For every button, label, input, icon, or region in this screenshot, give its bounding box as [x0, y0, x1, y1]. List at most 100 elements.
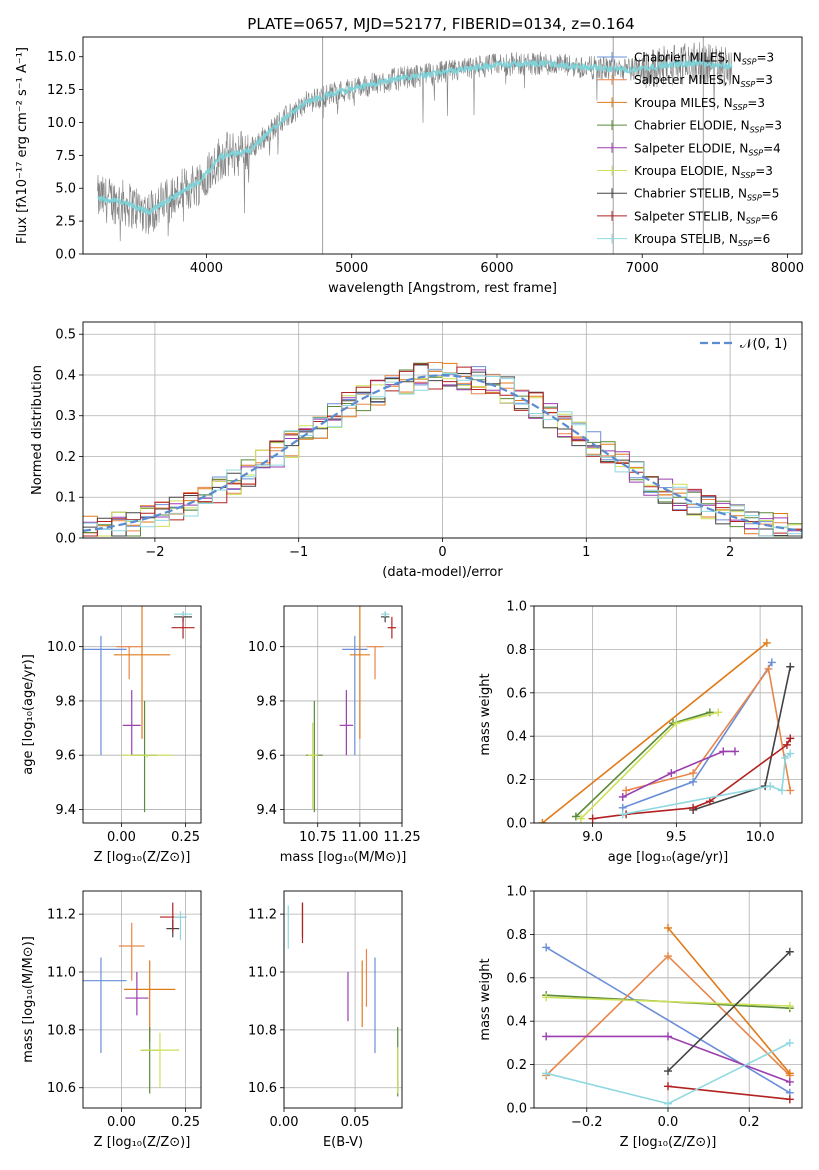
y-tick-label: 0.5 [55, 328, 76, 343]
mass-weight-point [767, 658, 776, 667]
mass-weight-point [785, 1069, 794, 1078]
y-tick-label: 0.4 [506, 1015, 527, 1030]
y-tick-label: 1.0 [506, 600, 527, 615]
legend-entry: Chabrier STELIB, NSSP=5 [634, 187, 779, 203]
mass-weight-point [664, 923, 672, 932]
x-tick-label: −2 [145, 545, 164, 560]
legend-entry: Kroupa STELIB, NSSP=6 [634, 232, 770, 248]
axes-frame [82, 605, 202, 824]
legend-model-name: Chabrier MILES, N [634, 51, 742, 65]
legend-model-name: Kroupa ELODIE, N [634, 164, 741, 178]
y-axis-label: mass weight [478, 673, 493, 755]
legend-subscript: SSP [738, 239, 753, 248]
legend-subscript: SSP [748, 148, 763, 157]
legend-model-name: Chabrier ELODIE, N [634, 119, 750, 133]
y-tick-label: 0.2 [55, 450, 76, 465]
y-tick-label: 0.4 [55, 368, 76, 383]
x-tick-label: 0.2 [739, 1115, 760, 1130]
axes-frame [283, 605, 403, 824]
plot-area [97, 37, 733, 254]
mass-weight-point [571, 812, 580, 821]
y-tick-label: 10.8 [248, 1023, 277, 1038]
y-tick-label: 11.0 [248, 966, 277, 981]
mass-weight-point [785, 947, 794, 956]
y-tick-label: 9.4 [256, 803, 277, 818]
y-axis-label: mass weight [478, 958, 493, 1040]
mass-weight-point [766, 782, 775, 791]
y-tick-label: 0.0 [506, 817, 527, 832]
legend-model-name: Chabrier STELIB, N [634, 187, 747, 201]
axes-frame [82, 36, 803, 255]
y-axis-label: mass [log₁₀(M/M⊙)] [21, 936, 36, 1063]
legend-nssp: =3 [747, 96, 765, 110]
mass-weight-point [786, 662, 795, 671]
x-tick-label: 0.00 [107, 830, 136, 845]
mass-weight-point [764, 664, 773, 673]
y-tick-label: 9.6 [256, 749, 277, 764]
gaussian-curve [83, 374, 802, 532]
mass-weight-point [667, 769, 676, 778]
legend-nssp: =3 [755, 164, 773, 178]
legend-entry: Kroupa ELODIE, NSSP=3 [634, 164, 773, 180]
mass-weight-series-line [667, 927, 791, 1074]
x-axis-label: Z [log₁₀(Z/Z⊙)] [94, 850, 191, 865]
figure-title: PLATE=0657, MJD=52177, FIBERID=0134, z=0… [247, 15, 634, 33]
histogram-step [83, 363, 802, 537]
y-tick-label: 0.0 [55, 248, 76, 263]
mass-weight-series-line [667, 951, 791, 1072]
mass-weight-point [782, 740, 791, 749]
mass-weight-point [542, 993, 551, 1002]
legend-nssp: =4 [763, 141, 781, 155]
y-tick-label: 0.8 [506, 643, 527, 658]
x-tick-label: 11.25 [383, 830, 420, 845]
x-axis-label: Z [log₁₀(Z/Z⊙)] [94, 1135, 191, 1150]
mass-weight-point [664, 1067, 672, 1076]
x-tick-label: 4000 [190, 261, 223, 276]
x-axis-label: wavelength [Angstrom, rest frame] [328, 281, 557, 296]
mass-weight-point [664, 1099, 672, 1108]
mass-weight-point [785, 1002, 794, 1011]
y-tick-label: 0.0 [506, 1102, 527, 1117]
y-tick-label: 7.5 [55, 149, 76, 164]
legend-subscript: SSP [733, 103, 748, 112]
panel-mass-vs-Z: 0.00 0.25 10.6 10.8 11.0 11.2 Z [log₁₀(Z/Z⊙)] m… [21, 890, 202, 1150]
panel-age-vs-Z: 0.00 0.25 9.4 9.6 9.8 10.0 Z [log₁₀(Z/Z⊙)] age … [21, 605, 202, 865]
x-tick-label: 9.0 [582, 830, 603, 845]
legend-nssp: =5 [762, 187, 780, 201]
mass-weight-point [664, 1082, 672, 1091]
histogram-step [83, 368, 802, 537]
mass-weight-point [785, 1095, 794, 1104]
legend-entry: Chabrier ELODIE, NSSP=3 [634, 119, 782, 135]
mass-weight-series-line [622, 750, 735, 798]
y-tick-label: 11.2 [248, 908, 277, 923]
x-tick-label: 0.05 [341, 1115, 370, 1130]
mass-weight-series-line [625, 666, 792, 792]
mass-weight-point [719, 747, 728, 756]
axes-frame [533, 605, 803, 824]
mass-weight-point [705, 797, 714, 806]
mass-weight-point [731, 747, 739, 756]
y-tick-label: 11.2 [47, 908, 76, 923]
y-tick-label: 10.0 [47, 640, 76, 655]
mass-weight-point [542, 943, 551, 952]
plot-area [287, 902, 399, 1097]
y-tick-label: 9.6 [55, 749, 76, 764]
panel-mass-vs-ebv: 0.00 0.05 10.6 10.8 11.0 11.2 E(B-V) [248, 890, 403, 1150]
y-tick-label: 15.0 [47, 50, 76, 65]
legend-nssp: =3 [764, 119, 782, 133]
x-tick-label: 11.00 [341, 830, 378, 845]
y-tick-label: 10.8 [47, 1023, 76, 1038]
legend-model-name: Salpeter MILES, N [634, 73, 741, 87]
y-tick-label: 5.0 [55, 182, 76, 197]
legend-entry: Salpeter MILES, NSSP=3 [634, 73, 773, 89]
legend-entry: Salpeter STELIB, NSSP=6 [634, 209, 778, 225]
y-tick-label: 0.1 [55, 491, 76, 506]
y-tick-label: 0.6 [506, 971, 527, 986]
legend-model-name: Kroupa MILES, N [634, 96, 733, 110]
mass-weight-point [689, 777, 698, 786]
mass-weight-point [786, 734, 795, 743]
plot-area [83, 606, 195, 813]
axes-frame [82, 890, 202, 1109]
x-tick-label: 2 [726, 545, 734, 560]
observed-spectrum-line [97, 42, 733, 242]
